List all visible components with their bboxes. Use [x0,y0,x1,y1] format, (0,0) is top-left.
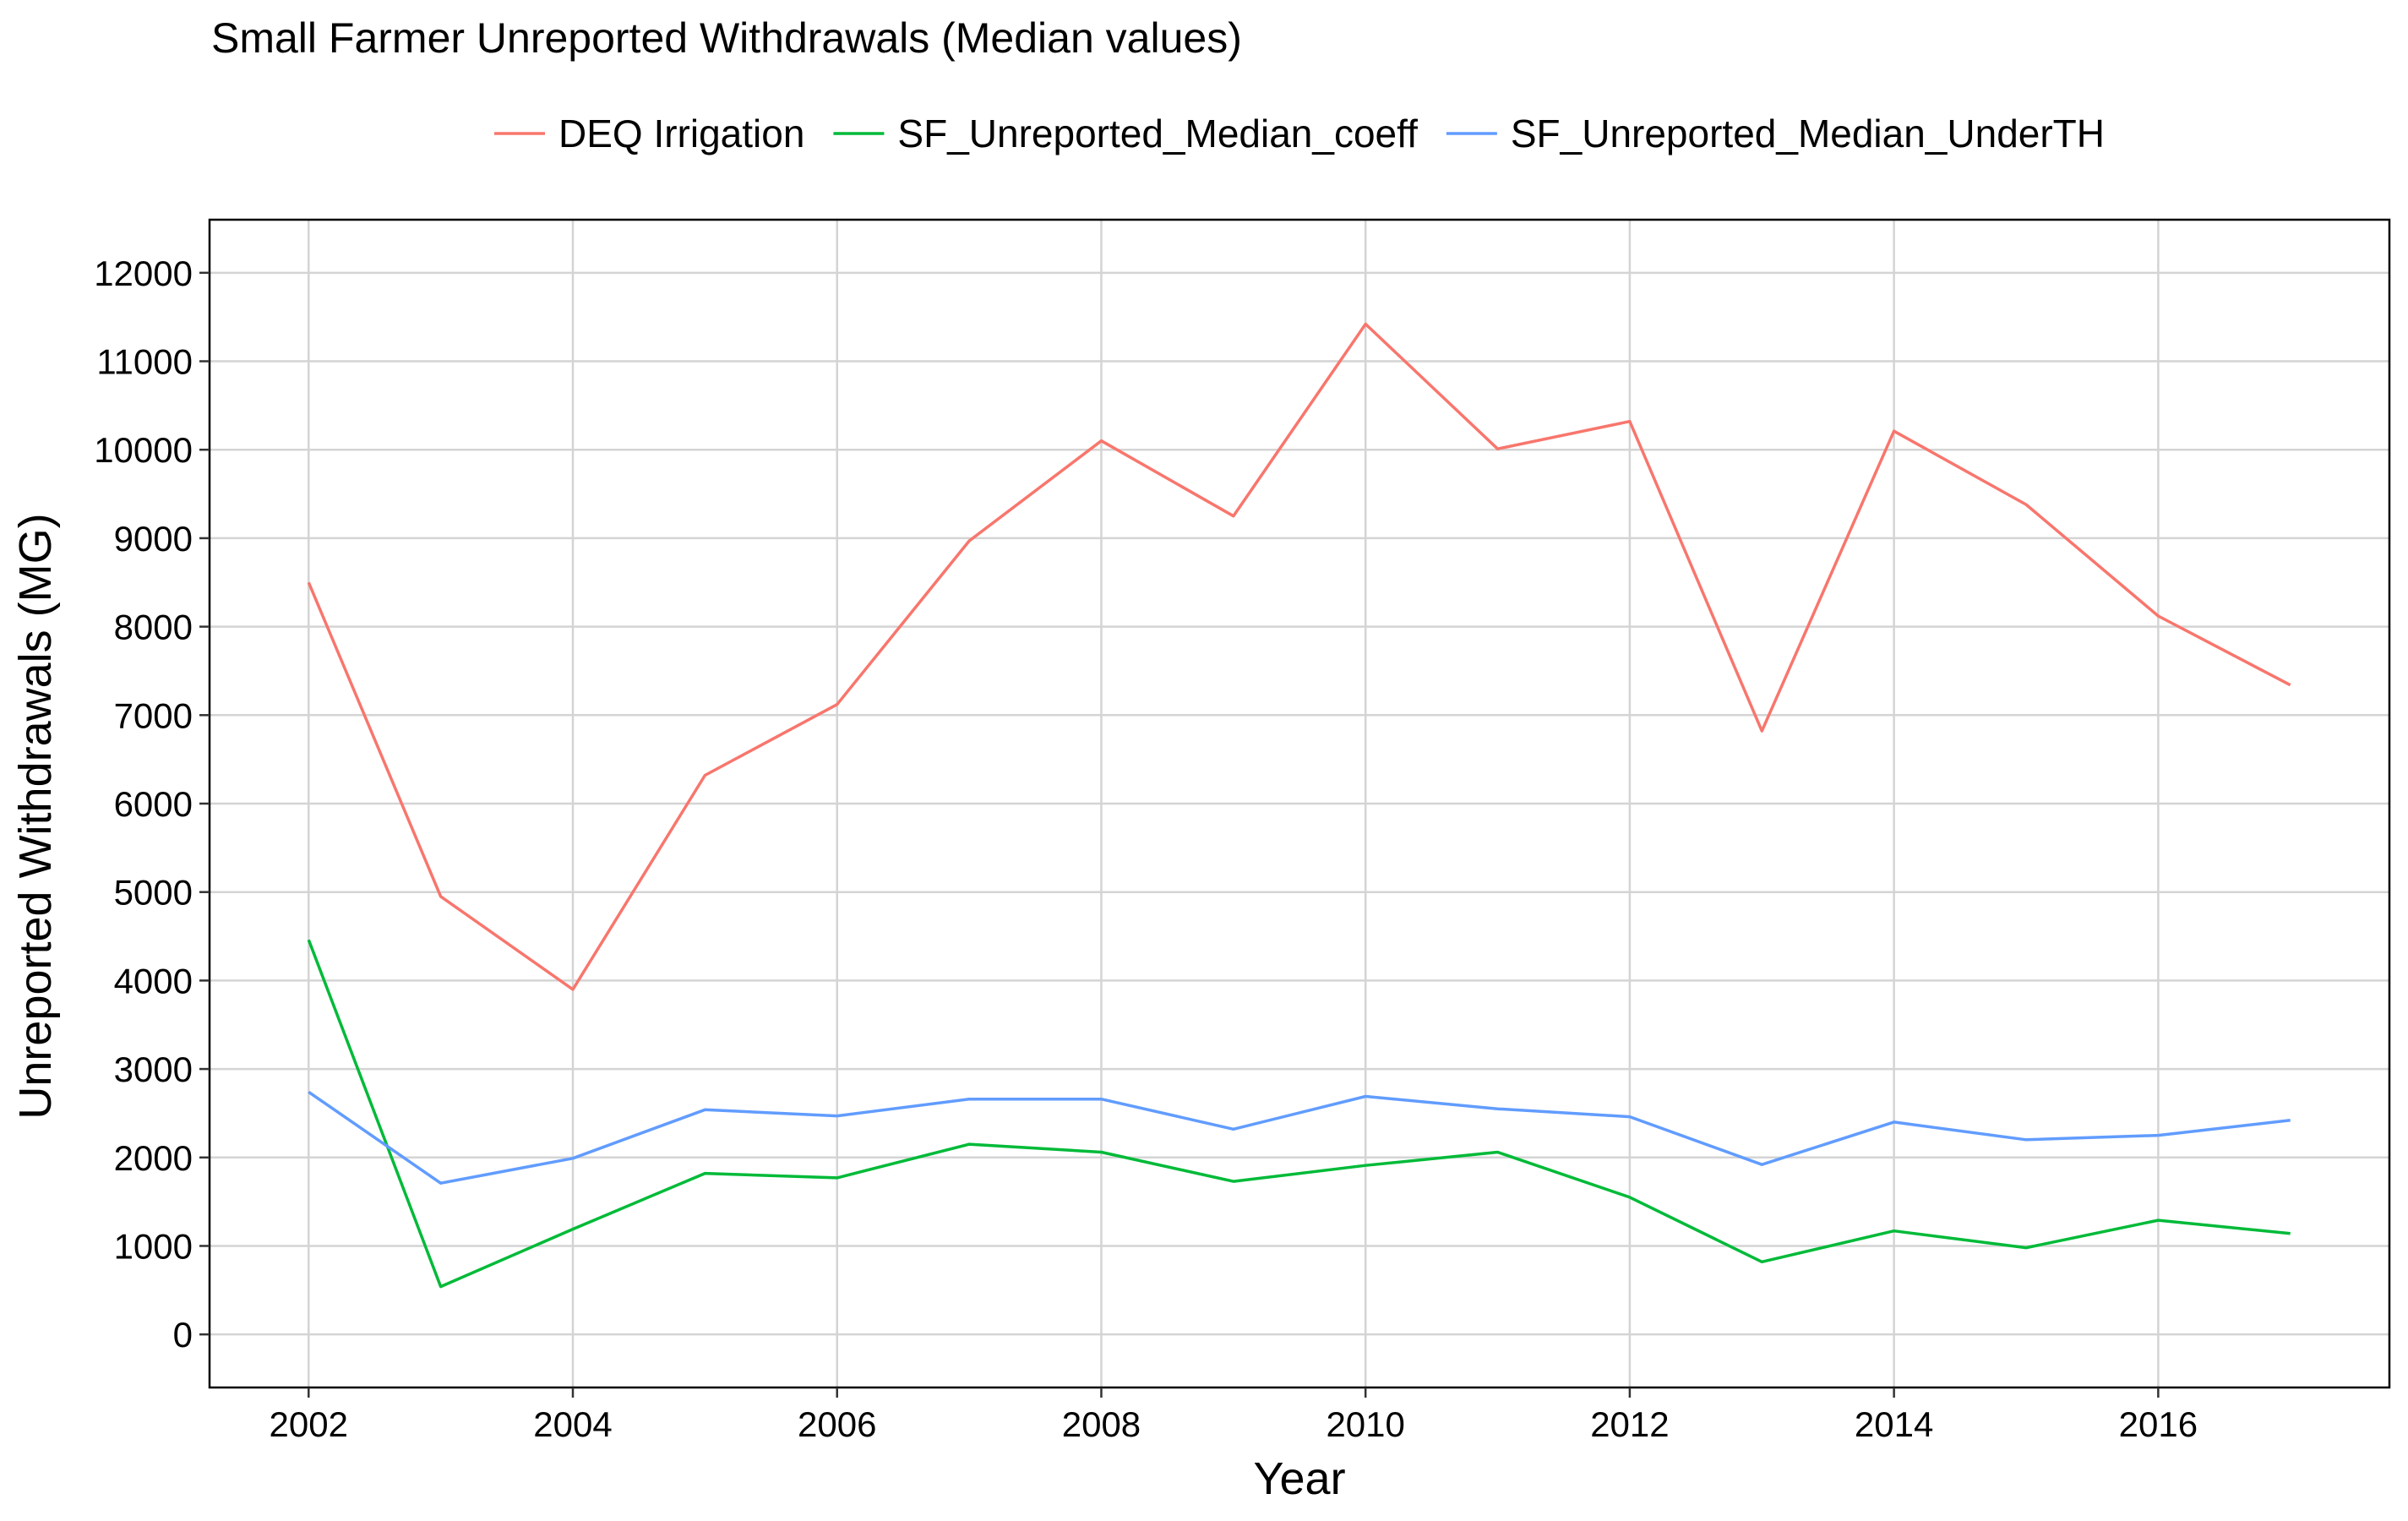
series-line-sf-unreported-median-underth [308,1090,2291,1185]
y-axis: 0 1000 2000 3000 4000 5000 6000 7000 8000 9000 100… [94,254,210,1355]
x-tick-label: 2004 [533,1404,612,1444]
y-tick-label: 7000 [114,695,193,735]
y-tick-label: 3000 [114,1049,193,1089]
plot-panel [208,218,2391,1389]
y-axis-title: Unreported Withdrawals (MG) [10,513,61,1119]
series-line-deq-irrigation [307,322,2291,991]
y-tick-label: 2000 [114,1138,193,1178]
x-axis-title: Year [1253,1453,1345,1504]
x-tick-label: 2016 [2119,1404,2198,1444]
legend-item: DEQ Irrigation [493,112,804,155]
y-tick-label: 9000 [114,519,193,559]
legend-label: SF_Unreported_Median_coeff [897,112,1418,155]
y-tick-label: 1000 [114,1226,193,1266]
y-tick-label: 0 [173,1315,193,1355]
legend-label: DEQ Irrigation [558,112,804,155]
legend-item: SF_Unreported_Median_coeff [833,112,1418,155]
x-axis: 2002 2004 2006 2008 2010 2012 2014 2016 [270,1387,2198,1444]
y-tick-label: 6000 [114,784,193,824]
y-tick-label: 8000 [114,608,193,647]
chart-title: Small Farmer Unreported Withdrawals (Med… [211,14,1242,62]
y-tick-label: 12000 [94,254,193,293]
series-line-sf-unreported-median-coeff [307,939,2291,1289]
x-tick-label: 2002 [270,1404,348,1444]
y-tick-label: 5000 [114,873,193,913]
legend: DEQ Irrigation SF_Unreported_Median_coeff… [493,112,2105,155]
gridlines [210,220,2389,1387]
series-lines [307,322,2291,1289]
legend-label: SF_Unreported_Median_UnderTH [1511,112,2105,155]
x-tick-label: 2010 [1326,1404,1404,1444]
y-tick-label: 4000 [114,961,193,1000]
x-tick-label: 2006 [798,1404,876,1444]
legend-item: SF_Unreported_Median_UnderTH [1446,112,2105,155]
y-tick-label: 11000 [96,342,193,382]
x-tick-label: 2014 [1855,1404,1933,1444]
x-tick-label: 2008 [1062,1404,1141,1444]
y-tick-label: 10000 [94,430,193,470]
x-tick-label: 2012 [1590,1404,1669,1444]
